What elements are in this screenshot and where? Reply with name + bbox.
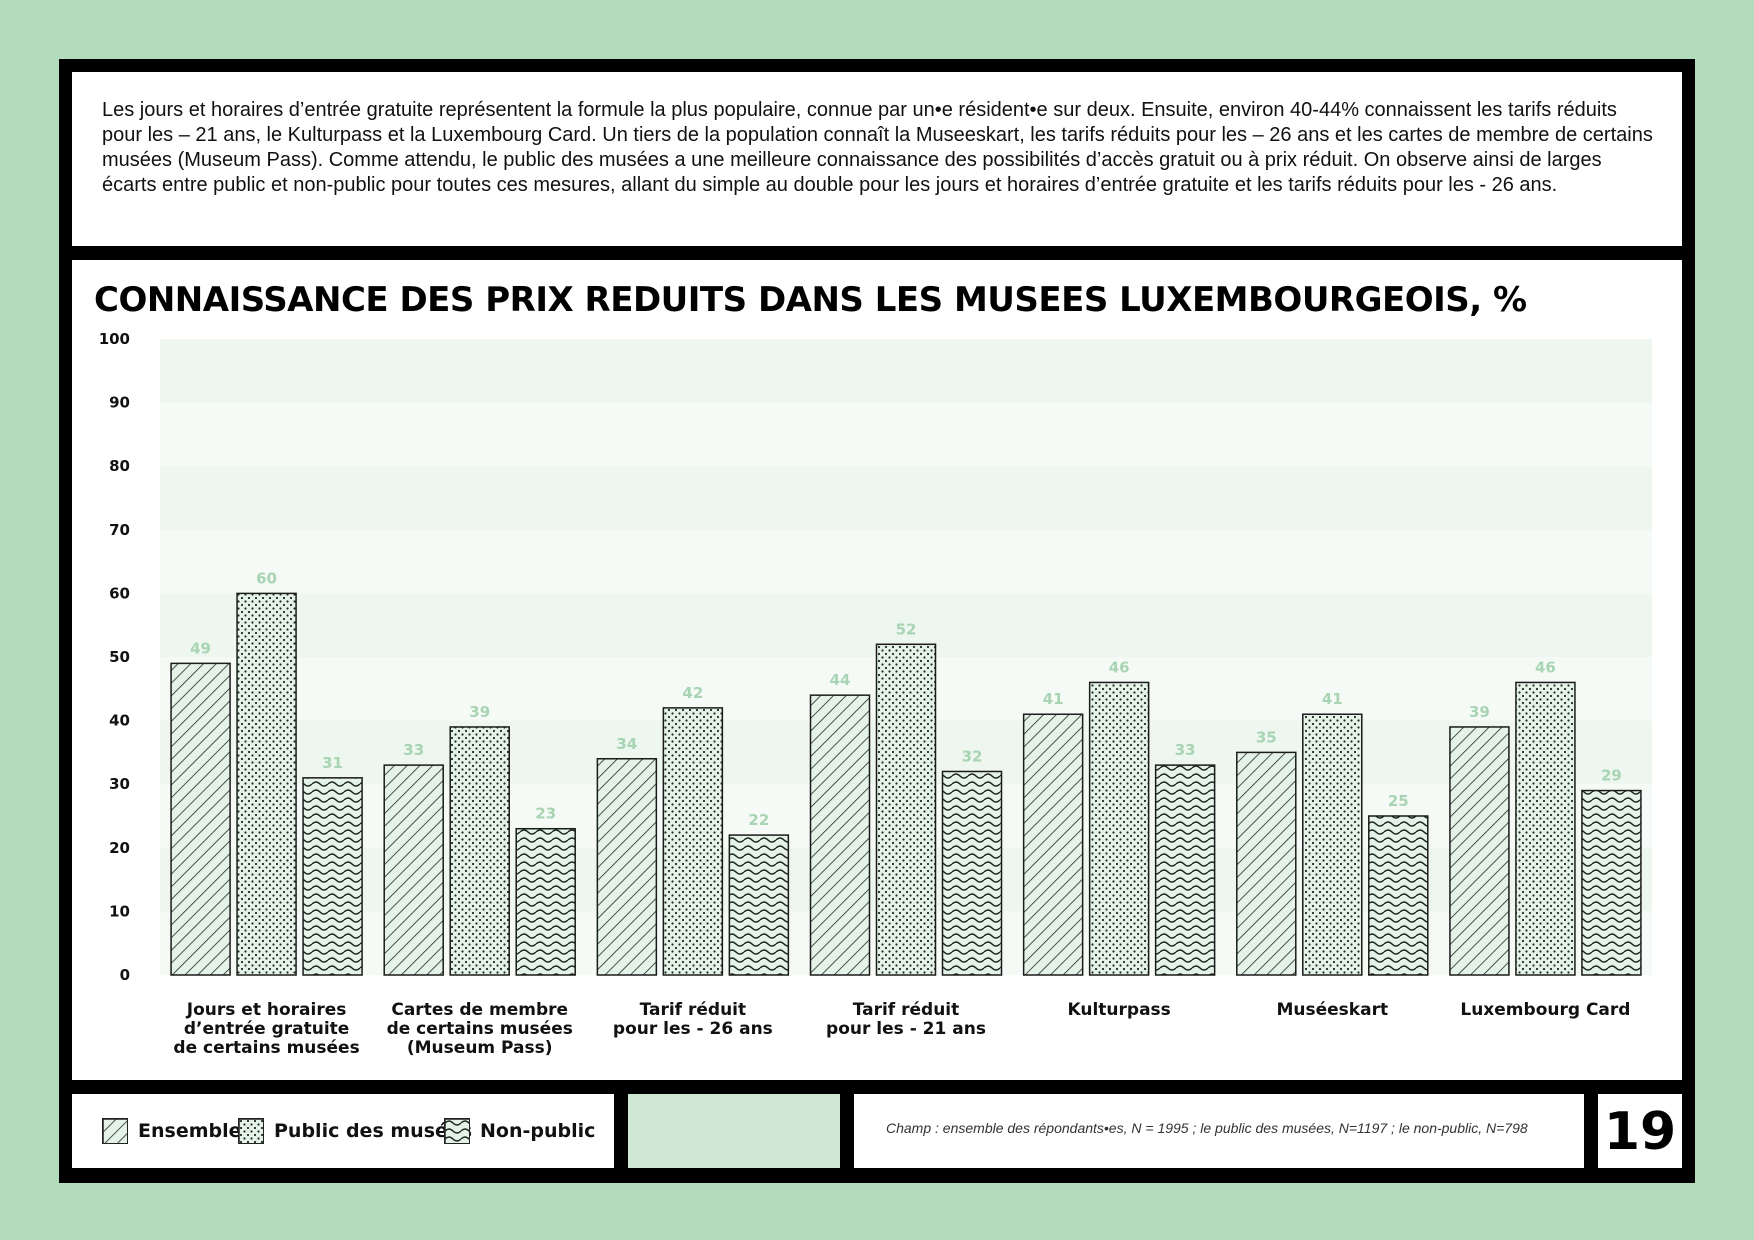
bar-hatch [1022, 713, 1084, 976]
page-number: 19 [1603, 1102, 1677, 1162]
data-label: 46 [1535, 658, 1556, 676]
bar-dots [662, 707, 724, 976]
legend-item-nonpublic: Non-public [444, 1118, 595, 1144]
data-label: 22 [748, 811, 769, 829]
y-tick-label: 10 [109, 902, 130, 920]
data-label: 49 [190, 639, 211, 657]
legend-label: Non-public [480, 1120, 596, 1142]
x-tick-label: Muséeskart [1276, 1000, 1388, 1020]
data-label: 60 [256, 569, 277, 587]
x-tick-label: Tarif réduit pour les - 21 ans [826, 1000, 986, 1039]
y-axis: 0 10 20 30 40 50 60 70 80 90 100 [99, 330, 130, 984]
bar-waves [302, 777, 363, 976]
legend-label: Public des musées [274, 1120, 473, 1142]
x-tick-label: Tarif réduit pour les - 26 ans [613, 1000, 773, 1039]
bar-waves [728, 834, 790, 976]
y-tick-label: 40 [109, 712, 130, 730]
data-label: 31 [322, 754, 343, 772]
grid-band [160, 466, 1652, 530]
data-label: 34 [616, 735, 637, 753]
hatch-swatch-icon [102, 1118, 128, 1144]
dots-swatch-icon [238, 1118, 264, 1144]
grid-band [160, 529, 1652, 594]
bar-dots [236, 592, 297, 976]
bar-hatch [809, 694, 871, 976]
bar-chart: 0 10 20 30 40 50 60 70 80 90 100 49 60 31 33 39 23 34 42 2… [99, 330, 1652, 1058]
bar-waves [1368, 815, 1429, 976]
bar-hatch [383, 764, 444, 976]
bar-dots [1302, 713, 1363, 976]
data-label: 39 [1469, 703, 1490, 721]
bar-hatch [596, 758, 658, 976]
legend-item-ensemble: Ensemble [102, 1118, 242, 1144]
waves-swatch-icon [444, 1118, 470, 1144]
chart-panel: 0 10 20 30 40 50 60 70 80 90 100 49 60 31 33 39 23 34 42 2… [72, 260, 1682, 1080]
data-label: 44 [830, 671, 851, 689]
bar-waves [1581, 789, 1642, 976]
x-axis: Jours et horaires d’entrée gratuite de cer… [173, 1000, 1630, 1058]
bar-dots [1515, 681, 1576, 976]
bar-waves [1154, 764, 1216, 976]
data-label: 33 [403, 741, 424, 759]
data-label: 41 [1043, 690, 1064, 708]
legend-item-public: Public des musées [238, 1118, 472, 1144]
data-label: 42 [682, 684, 703, 702]
bar-hatch [1449, 726, 1510, 976]
grid-band [160, 402, 1652, 467]
y-tick-label: 0 [120, 966, 130, 984]
y-tick-label: 50 [109, 648, 130, 666]
bar-dots [875, 643, 937, 976]
bar-group [170, 592, 1642, 976]
y-tick-label: 30 [109, 775, 130, 793]
data-label: 35 [1256, 728, 1277, 746]
source-note-panel: Champ : ensemble des répondants•es, N = … [854, 1094, 1584, 1168]
bar-hatch [170, 662, 231, 976]
y-tick-label: 70 [109, 521, 130, 539]
data-label: 52 [896, 620, 917, 638]
x-tick-label: Cartes de membre de certains musées (Museu… [387, 1000, 573, 1058]
y-tick-label: 90 [109, 394, 130, 412]
data-label: 41 [1322, 690, 1343, 708]
data-label: 23 [535, 805, 556, 823]
page-number-panel: 19 [1598, 1094, 1682, 1168]
intro-text: Les jours et horaires d’entrée gratuite … [102, 99, 1653, 196]
y-tick-label: 80 [109, 457, 130, 475]
data-label: 29 [1601, 767, 1622, 785]
data-label: 25 [1388, 792, 1409, 810]
data-label: 46 [1109, 658, 1130, 676]
x-tick-label: Kulturpass [1067, 1000, 1170, 1020]
bar-hatch [1236, 751, 1297, 976]
data-label: 32 [962, 747, 983, 765]
decorative-panel [628, 1094, 840, 1168]
grid-band [160, 339, 1652, 403]
data-labels: 49 60 31 33 39 23 34 42 22 44 52 32 41 46 33 35 41 25 39 46… [190, 569, 1622, 829]
x-tick-label: Jours et horaires d’entrée gratuite de cer… [173, 1000, 359, 1058]
bar-waves [515, 827, 576, 976]
bar-dots [449, 726, 510, 976]
y-tick-label: 100 [99, 330, 130, 348]
data-label: 33 [1175, 741, 1196, 759]
x-tick-label: Luxembourg Card [1460, 1000, 1630, 1020]
bar-dots [1088, 681, 1150, 976]
y-tick-label: 20 [109, 839, 130, 857]
bar-waves [941, 770, 1003, 976]
legend: Ensemble Public des musées Non-public [72, 1094, 614, 1168]
intro-panel: Les jours et horaires d’entrée gratuite … [72, 72, 1682, 246]
legend-label: Ensemble [138, 1120, 242, 1142]
y-tick-label: 60 [109, 584, 130, 602]
chart-title: CONNAISSANCE DES PRIX REDUITS DANS LES M… [94, 280, 1527, 320]
source-note: Champ : ensemble des répondants•es, N = … [886, 1120, 1528, 1136]
data-label: 39 [469, 703, 490, 721]
